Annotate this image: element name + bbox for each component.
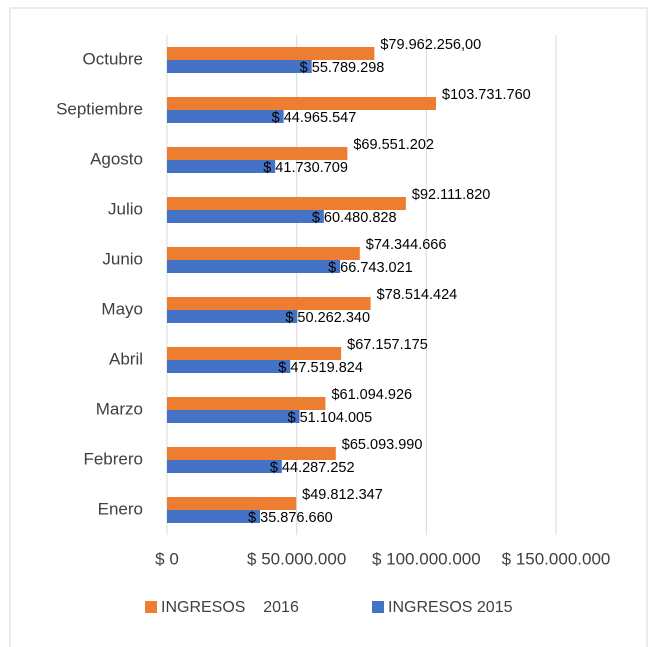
legend-swatch bbox=[372, 601, 384, 613]
y-tick-label: Septiembre bbox=[56, 99, 143, 118]
data-label: $69.551.202 bbox=[353, 137, 434, 153]
data-label: $92.111.820 bbox=[412, 187, 490, 203]
data-label: $ 60.480.828 bbox=[312, 210, 397, 226]
bar bbox=[167, 297, 371, 310]
data-label: $ 55.789.298 bbox=[300, 60, 385, 76]
data-label: $103.731.760 bbox=[442, 87, 531, 103]
y-tick-label: Abril bbox=[109, 349, 143, 368]
y-tick-label: Junio bbox=[102, 249, 143, 268]
data-label: $ 44.965.547 bbox=[272, 110, 357, 126]
legend-label: INGRESOS 2016 bbox=[161, 599, 299, 616]
y-tick-label: Enero bbox=[98, 499, 143, 518]
data-label: $ 44.287.252 bbox=[270, 460, 355, 476]
bar bbox=[167, 460, 282, 473]
y-tick-label: Agosto bbox=[90, 149, 143, 168]
bar bbox=[167, 60, 312, 73]
bar bbox=[167, 510, 261, 523]
y-tick-label: Julio bbox=[108, 199, 143, 218]
data-label: $67.157.175 bbox=[347, 337, 428, 353]
data-label: $79.962.256,00 bbox=[380, 37, 481, 53]
y-tick-label: Octubre bbox=[83, 49, 143, 68]
x-tick-label: $ 100.000.000 bbox=[372, 549, 481, 568]
data-label: $ 66.743.021 bbox=[328, 260, 413, 276]
data-label: $ 47.519.824 bbox=[278, 360, 363, 376]
bar bbox=[167, 160, 276, 173]
bar bbox=[167, 47, 375, 60]
legend-swatch bbox=[145, 601, 157, 613]
data-label: $78.514.424 bbox=[377, 287, 458, 303]
chart-frame bbox=[9, 7, 648, 647]
x-tick-label: $ 150.000.000 bbox=[502, 549, 611, 568]
legend-label: INGRESOS 2015 bbox=[388, 599, 513, 616]
data-label: $ 41.730.709 bbox=[263, 160, 348, 176]
y-tick-label: Mayo bbox=[101, 299, 143, 318]
bar bbox=[167, 197, 406, 210]
bar bbox=[167, 97, 437, 110]
bar bbox=[167, 210, 324, 223]
y-tick-label: Marzo bbox=[96, 399, 143, 418]
data-label: $61.094.926 bbox=[331, 387, 412, 403]
bar bbox=[167, 247, 360, 260]
bar bbox=[167, 347, 342, 360]
bar bbox=[167, 260, 341, 273]
bar bbox=[167, 360, 291, 373]
bar bbox=[167, 147, 348, 160]
x-tick-label: $ 50.000.000 bbox=[247, 549, 346, 568]
data-label: $ 50.262.340 bbox=[285, 310, 370, 326]
bar bbox=[167, 497, 297, 510]
data-label: $65.093.990 bbox=[342, 437, 423, 453]
data-label: $74.344.666 bbox=[366, 237, 447, 253]
y-tick-label: Febrero bbox=[83, 449, 143, 468]
bar bbox=[167, 310, 298, 323]
bar bbox=[167, 397, 326, 410]
bar bbox=[167, 447, 336, 460]
data-label: $ 35.876.660 bbox=[248, 510, 333, 526]
data-label: $ 51.104.005 bbox=[288, 410, 373, 426]
bar bbox=[167, 410, 300, 423]
bar bbox=[167, 110, 284, 123]
x-tick-label: $ 0 bbox=[155, 549, 179, 568]
data-label: $49.812.347 bbox=[302, 487, 383, 503]
